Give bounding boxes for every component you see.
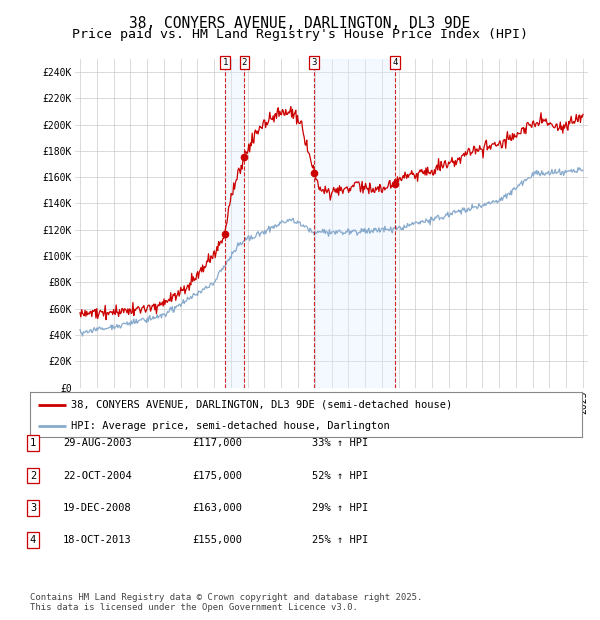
- Text: 33% ↑ HPI: 33% ↑ HPI: [312, 438, 368, 448]
- Text: 38, CONYERS AVENUE, DARLINGTON, DL3 9DE (semi-detached house): 38, CONYERS AVENUE, DARLINGTON, DL3 9DE …: [71, 399, 452, 410]
- Text: 18-OCT-2013: 18-OCT-2013: [63, 535, 132, 545]
- Text: 4: 4: [30, 535, 36, 545]
- Text: £155,000: £155,000: [192, 535, 242, 545]
- Text: 52% ↑ HPI: 52% ↑ HPI: [312, 471, 368, 480]
- Text: 4: 4: [392, 58, 398, 67]
- Text: HPI: Average price, semi-detached house, Darlington: HPI: Average price, semi-detached house,…: [71, 421, 390, 431]
- Text: 3: 3: [311, 58, 317, 67]
- Bar: [225, 59, 244, 388]
- Text: Contains HM Land Registry data © Crown copyright and database right 2025.
This d: Contains HM Land Registry data © Crown c…: [30, 593, 422, 612]
- Text: 2: 2: [242, 58, 247, 67]
- Text: 29% ↑ HPI: 29% ↑ HPI: [312, 503, 368, 513]
- Text: 1: 1: [30, 438, 36, 448]
- Text: 2: 2: [30, 471, 36, 480]
- Text: Price paid vs. HM Land Registry's House Price Index (HPI): Price paid vs. HM Land Registry's House …: [72, 28, 528, 41]
- Text: 29-AUG-2003: 29-AUG-2003: [63, 438, 132, 448]
- Text: 25% ↑ HPI: 25% ↑ HPI: [312, 535, 368, 545]
- Text: £117,000: £117,000: [192, 438, 242, 448]
- Text: 38, CONYERS AVENUE, DARLINGTON, DL3 9DE: 38, CONYERS AVENUE, DARLINGTON, DL3 9DE: [130, 16, 470, 30]
- Text: 3: 3: [30, 503, 36, 513]
- Text: 19-DEC-2008: 19-DEC-2008: [63, 503, 132, 513]
- Text: £175,000: £175,000: [192, 471, 242, 480]
- Bar: [314, 59, 395, 388]
- Text: £163,000: £163,000: [192, 503, 242, 513]
- Text: 22-OCT-2004: 22-OCT-2004: [63, 471, 132, 480]
- Text: 1: 1: [223, 58, 228, 67]
